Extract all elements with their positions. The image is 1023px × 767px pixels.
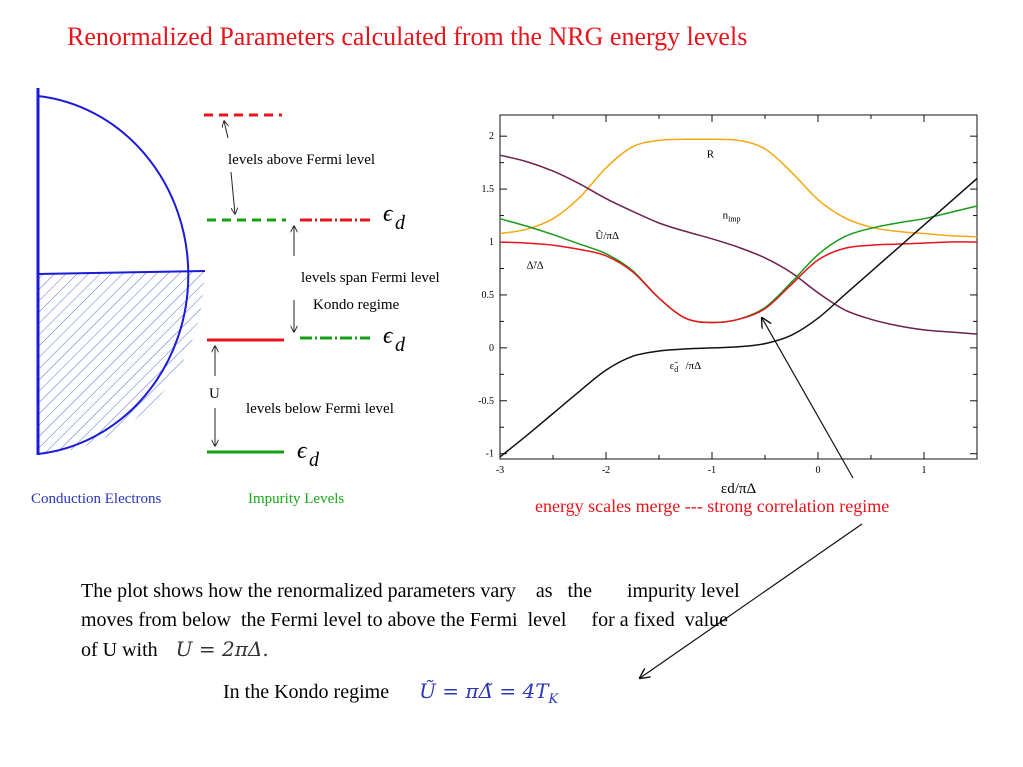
curve-label-1: nimp <box>723 210 741 224</box>
curve-label-5: /πΔ <box>686 360 702 372</box>
eps-d-label-3: ϵ d <box>297 438 320 471</box>
svg-text:d: d <box>395 212 406 234</box>
x-tick-label: 0 <box>816 465 821 476</box>
curve-label-4: ε̃d <box>670 360 679 374</box>
filled-states-hatch <box>38 272 205 454</box>
slide-title: Renormalized Parameters calculated from … <box>67 22 748 51</box>
levels-span-label: levels span Fermi level <box>301 270 440 286</box>
series-line-0 <box>499 138 978 238</box>
x-axis-label: εd/πΔ <box>721 481 757 497</box>
y-tick-label: 1 <box>489 237 494 248</box>
y-tick-label: -1 <box>486 449 494 460</box>
eps-d-label-2: ϵ d <box>383 323 406 356</box>
y-tick-label: 2 <box>489 131 494 142</box>
dos-outline <box>37 95 190 455</box>
svg-text:ϵ: ϵ <box>297 438 308 464</box>
formula-kondo: Ũ = πΔ̃ = 4TK <box>419 679 559 707</box>
x-tick-label: -3 <box>496 465 504 476</box>
series-line-3 <box>499 241 978 324</box>
kondo-text: In the Kondo regime <box>223 681 390 703</box>
arrow-up-above <box>224 121 228 139</box>
paragraph-line-3: of U with U = 2πΔ. <box>81 637 269 661</box>
conduction-electrons-label: Conduction Electrons <box>31 491 162 507</box>
y-tick-label: 0 <box>489 343 494 354</box>
plot-frame <box>499 114 978 460</box>
U-label: U <box>209 386 220 402</box>
curve-label-0: R <box>707 148 715 160</box>
svg-text:ϵ: ϵ <box>383 323 394 349</box>
svg-text:ϵ: ϵ <box>383 201 394 227</box>
y-tick-label: -0.5 <box>478 396 494 407</box>
levels-below-label: levels below Fermi level <box>246 401 394 417</box>
paragraph-line-2: moves from below the Fermi level to abov… <box>81 609 729 631</box>
paragraph-line-1: The plot shows how the renormalized para… <box>81 580 740 602</box>
merge-annotation: energy scales merge --- strong correlati… <box>535 496 890 516</box>
impurity-levels-label: Impurity Levels <box>248 491 344 507</box>
conduction-band-dos <box>36 88 206 455</box>
svg-text:d: d <box>309 449 320 471</box>
kondo-regime-line: In the Kondo regime Ũ = πΔ̃ = 4TK <box>223 679 558 707</box>
series-line-4 <box>499 177 978 458</box>
y-tick-label: 1.5 <box>482 184 495 195</box>
fermi-level-line <box>37 270 206 275</box>
kondo-regime-label: Kondo regime <box>313 297 400 313</box>
description-paragraph: The plot shows how the renormalized para… <box>81 577 961 664</box>
formula-U: U = 2πΔ. <box>175 637 269 661</box>
x-tick-label: 1 <box>922 465 927 476</box>
eps-d-label-1: ϵ d <box>383 201 406 234</box>
series-line-1 <box>499 154 978 335</box>
curve-label-3: Δ̃/Δ <box>527 259 544 271</box>
svg-text:d: d <box>395 334 406 356</box>
y-tick-label: 0.5 <box>482 290 495 301</box>
arrow-down-above <box>230 171 235 214</box>
x-tick-label: -1 <box>708 465 716 476</box>
levels-above-label: levels above Fermi level <box>228 152 375 168</box>
curve-label-2: Ũ/πΔ <box>595 230 619 242</box>
x-tick-label: -2 <box>602 465 610 476</box>
energy-level-schematic: levels above Fermi level levels span Fer… <box>31 88 440 507</box>
